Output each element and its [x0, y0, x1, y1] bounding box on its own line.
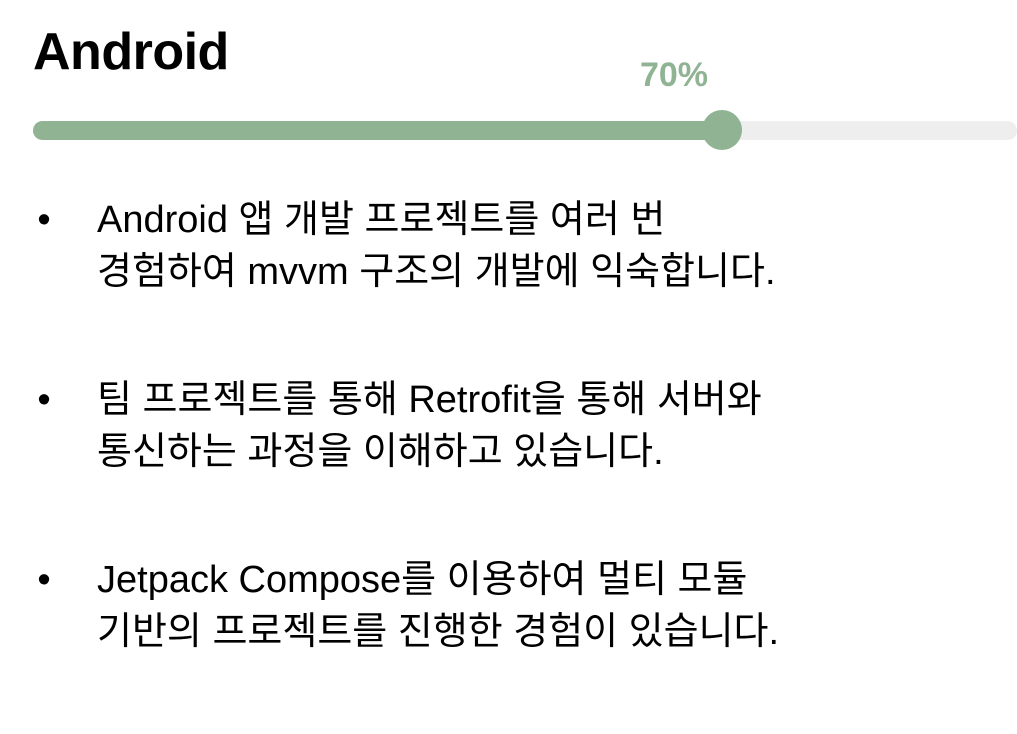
- progress-fill: [33, 121, 722, 140]
- list-item-line: Jetpack Compose를 이용하여 멀티 모듈: [97, 559, 748, 601]
- list-item-line: 팀 프로젝트를 통해 Retrofit을 통해 서버와: [97, 379, 762, 421]
- list-item-line: 경험하여 mvvm 구조의 개발에 익숙합니다.: [97, 251, 776, 293]
- progress-percent-label: 70%: [639, 56, 709, 94]
- list-item: • 팀 프로젝트를 통해 Retrofit을 통해 서버와 통신하는 과정을 이…: [0, 374, 1017, 478]
- list-item: • Android 앱 개발 프로젝트를 여러 번 경험하여 mvvm 구조의 …: [0, 194, 1017, 298]
- bullet-icon: •: [37, 559, 51, 601]
- progress-knob[interactable]: [702, 110, 742, 150]
- skill-list: • Android 앱 개발 프로젝트를 여러 번 경험하여 mvvm 구조의 …: [0, 194, 1017, 734]
- bullet-icon: •: [37, 379, 51, 421]
- bullet-icon: •: [37, 199, 51, 241]
- list-item-line: Android 앱 개발 프로젝트를 여러 번: [97, 199, 666, 241]
- progress-track: [33, 121, 1017, 140]
- page-title: Android: [33, 23, 229, 81]
- list-item-line: 기반의 프로젝트를 진행한 경험이 있습니다.: [97, 611, 780, 653]
- list-item: • Jetpack Compose를 이용하여 멀티 모듈 기반의 프로젝트를 …: [0, 554, 1017, 658]
- list-item-line: 통신하는 과정을 이해하고 있습니다.: [97, 431, 664, 473]
